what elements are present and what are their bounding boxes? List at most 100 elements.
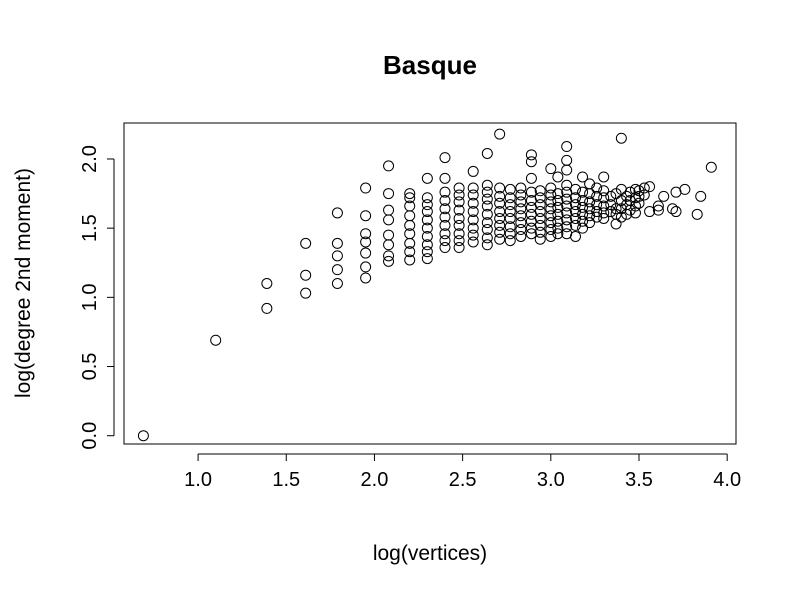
data-point [453,235,465,247]
data-point [494,226,506,238]
data-point [545,196,557,208]
data-point [577,194,589,206]
data-point [300,287,312,299]
data-point [331,264,343,276]
data-point [584,217,596,229]
data-point [670,206,682,218]
data-point [494,190,506,202]
data-point [404,192,416,204]
x-tick-label: 1.5 [272,469,300,491]
data-point [570,230,582,242]
data-point [598,185,610,197]
data-point [439,211,451,223]
data-point [545,189,557,201]
data-point [561,200,573,212]
data-point [453,212,465,224]
data-point [545,210,557,222]
data-point [494,197,506,209]
data-point [467,189,479,201]
data-point [439,219,451,231]
data-point [561,179,573,191]
data-point [552,208,564,220]
data-point [453,242,465,254]
data-point [439,203,451,215]
y-tick-label: 1.0 [79,283,101,311]
data-point [481,186,493,198]
data-point [584,188,596,200]
data-point [383,229,395,241]
data-point [261,278,273,289]
data-point [467,222,479,234]
data-point [404,210,416,222]
data-point [552,215,564,227]
data-point [504,183,516,195]
data-point [552,194,564,206]
data-point [494,233,506,245]
data-point [421,206,433,218]
data-point [494,206,506,218]
data-point [633,197,645,209]
data-point [421,199,433,211]
data-point [494,212,506,224]
data-point [534,219,546,231]
data-point [137,430,149,442]
x-tick-label: 2.0 [361,469,389,491]
data-point [439,242,451,254]
data-point [605,190,617,202]
data-point [383,255,395,267]
data-point [545,217,557,229]
data-point [439,152,451,164]
data-point [504,235,516,247]
data-point [383,204,395,216]
data-point [610,203,622,215]
x-axis: 1.0 1.5 2.0 2.5 3.0 3.5 4.0 [184,453,741,491]
data-point [360,210,372,222]
data-point [481,179,493,191]
data-point [467,165,479,177]
data-point [695,190,707,202]
data-point [705,161,717,173]
data-point [494,128,506,140]
data-point [577,201,589,213]
data-point [534,226,546,238]
data-point [534,233,546,245]
data-point [691,208,703,220]
data-point [467,229,479,241]
data-point [577,171,589,183]
data-point [561,193,573,205]
data-point [561,154,573,166]
data-point [561,221,573,233]
data-point [467,197,479,209]
data-point [404,219,416,231]
data-point [481,200,493,212]
data-point [421,253,433,265]
data-point [638,189,650,201]
data-point [621,190,633,202]
data-point [552,222,564,234]
data-point [300,237,312,249]
data-point [577,215,589,227]
data-point [360,236,372,248]
x-tick-label: 3.0 [537,469,565,491]
data-point [545,163,557,175]
data-point [552,171,564,183]
data-point [504,192,516,204]
data-point [467,214,479,226]
data-point [525,186,537,198]
data-point [494,219,506,231]
data-point [515,224,527,236]
x-tick-label: 4.0 [713,469,741,491]
data-point [261,302,273,314]
data-point [421,214,433,226]
data-point [421,222,433,234]
data-point [605,206,617,218]
data-point [515,210,527,222]
data-point [421,192,433,204]
data-point [515,196,527,208]
data-point [383,160,395,172]
data-point [561,207,573,219]
x-tick-label: 3.5 [625,469,653,491]
data-point [383,250,395,262]
data-point [467,206,479,218]
